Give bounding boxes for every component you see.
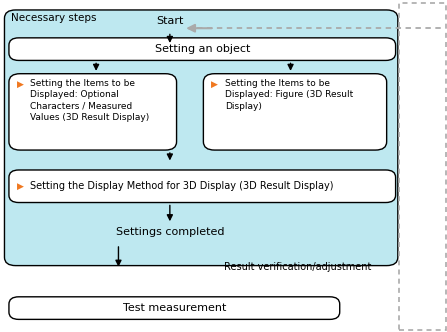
Bar	[399, 3, 446, 330]
Text: Necessary steps: Necessary steps	[11, 13, 97, 23]
FancyBboxPatch shape	[9, 74, 177, 150]
Text: ▶: ▶	[211, 80, 218, 89]
Text: ▶: ▶	[17, 80, 24, 89]
Text: Setting the Display Method for 3D Display (3D Result Display): Setting the Display Method for 3D Displa…	[30, 181, 334, 191]
Text: Setting the Items to be
Displayed: Optional
Characters / Measured
Values (3D Res: Setting the Items to be Displayed: Optio…	[30, 79, 150, 122]
Text: Setting an object: Setting an object	[155, 44, 250, 54]
Text: Start: Start	[156, 16, 184, 26]
FancyBboxPatch shape	[9, 38, 396, 60]
FancyBboxPatch shape	[9, 297, 340, 319]
FancyBboxPatch shape	[9, 170, 396, 203]
Text: Test measurement: Test measurement	[122, 303, 226, 313]
Text: Result verification/adjustment: Result verification/adjustment	[224, 262, 371, 272]
Text: Setting the Items to be
Displayed: Figure (3D Result
Display): Setting the Items to be Displayed: Figur…	[225, 79, 353, 111]
FancyBboxPatch shape	[4, 10, 398, 266]
Text: Settings completed: Settings completed	[116, 227, 224, 237]
Text: ▶: ▶	[17, 182, 24, 191]
FancyBboxPatch shape	[203, 74, 387, 150]
